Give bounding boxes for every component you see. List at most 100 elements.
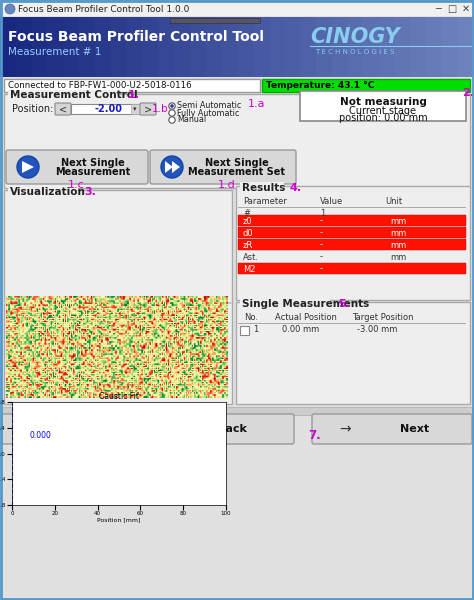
FancyBboxPatch shape [312,414,472,444]
Text: >: > [144,104,152,114]
Text: d0: d0 [243,229,254,238]
Text: 6.: 6. [140,429,153,442]
Text: Back: Back [217,424,247,434]
Bar [238,263,466,274]
Text: Current stage: Current stage [349,106,417,116]
X-axis label: Position [mm]: Position [mm] [97,518,141,523]
Text: 1.d: 1.d [218,180,236,190]
Text: 0.00 mm: 0.00 mm [282,325,319,335]
Bar [142,17,159,77]
Bar [458,17,474,77]
Bar [190,17,206,77]
Text: CINOGY: CINOGY [310,27,400,47]
Bar [395,17,412,77]
Text: Manual: Manual [177,115,206,124]
Text: 5.: 5. [338,299,350,309]
Text: Next Single: Next Single [61,158,125,168]
Text: 1: 1 [253,325,258,335]
Text: Measurement Set: Measurement Set [189,167,285,177]
Bar [237,17,254,77]
Text: -3.00 mm: -3.00 mm [357,325,397,335]
Bar [4,94,470,188]
Text: Measurement: Measurement [55,167,131,177]
Text: <: < [59,104,67,114]
Text: Focus Beam Profiler Control Tool: Focus Beam Profiler Control Tool [8,30,264,44]
Bar [240,298,330,308]
Bar [332,17,348,77]
Circle shape [170,104,174,108]
Bar [8,186,78,196]
Bar [63,17,80,77]
Text: -: - [320,229,323,238]
Text: z0: z0 [243,217,253,226]
Text: Fully Automatic: Fully Automatic [177,109,239,118]
Bar [300,17,317,77]
Text: Position:: Position: [12,104,54,114]
Text: Value: Value [320,197,343,206]
Bar [4,190,232,404]
Text: 4.: 4. [290,183,302,193]
Text: T E C H N O L O G I E S: T E C H N O L O G I E S [315,49,394,55]
Bar [127,17,143,77]
Text: 1.a: 1.a [248,99,265,109]
Bar [364,17,380,77]
Bar [32,17,48,77]
Bar [0,17,17,77]
Text: Actual Position: Actual Position [275,313,337,323]
Text: mm: mm [390,253,406,262]
Text: 1.c: 1.c [68,180,85,190]
Bar [158,17,175,77]
Text: ✕: ✕ [462,4,470,14]
Bar [379,17,396,77]
Text: Semi Automatic: Semi Automatic [177,101,241,110]
Text: Application: Application [46,429,109,439]
Bar [238,323,466,324]
Circle shape [169,110,175,116]
Bar [4,79,260,92]
Text: M2: M2 [243,265,255,274]
Text: 0.000: 0.000 [29,431,51,440]
Bar [316,17,333,77]
Text: Not measuring: Not measuring [339,97,427,107]
Bar [442,17,459,77]
Text: Measurement Control: Measurement Control [10,90,137,100]
Bar [236,186,470,300]
Text: 1.: 1. [128,90,140,100]
Text: □: □ [447,4,456,14]
FancyBboxPatch shape [55,103,71,115]
Text: 1: 1 [320,209,325,218]
Text: -: - [320,241,323,250]
Circle shape [161,156,183,178]
Text: 1.b: 1.b [152,104,169,114]
Bar [110,17,128,77]
Text: Exit: Exit [67,420,89,430]
Text: 2.: 2. [462,88,474,98]
Bar [131,104,139,114]
Bar [347,17,365,77]
Bar [238,227,466,238]
Bar [240,182,284,192]
Bar [240,326,249,335]
Bar [221,17,238,77]
Text: -: - [320,253,323,262]
Text: Focus Beam Profiler Control Tool 1.0.0: Focus Beam Profiler Control Tool 1.0.0 [18,4,190,13]
Text: mm: mm [390,241,406,250]
Text: -: - [320,265,323,274]
FancyBboxPatch shape [140,103,156,115]
Text: Next: Next [401,424,429,434]
Text: mm: mm [390,229,406,238]
Bar [238,215,466,226]
Text: -2.00: -2.00 [95,104,123,114]
Bar [8,90,120,100]
Title: Caustic Fit: Caustic Fit [99,392,139,401]
Text: Ast.: Ast. [243,253,259,262]
Bar [16,17,33,77]
Polygon shape [172,161,180,173]
Bar [427,17,443,77]
Bar [4,302,232,304]
Bar [262,79,470,92]
Bar [47,17,64,77]
Text: →: → [339,422,351,436]
Bar [284,17,301,77]
Text: position: 0.00 mm: position: 0.00 mm [339,113,428,123]
